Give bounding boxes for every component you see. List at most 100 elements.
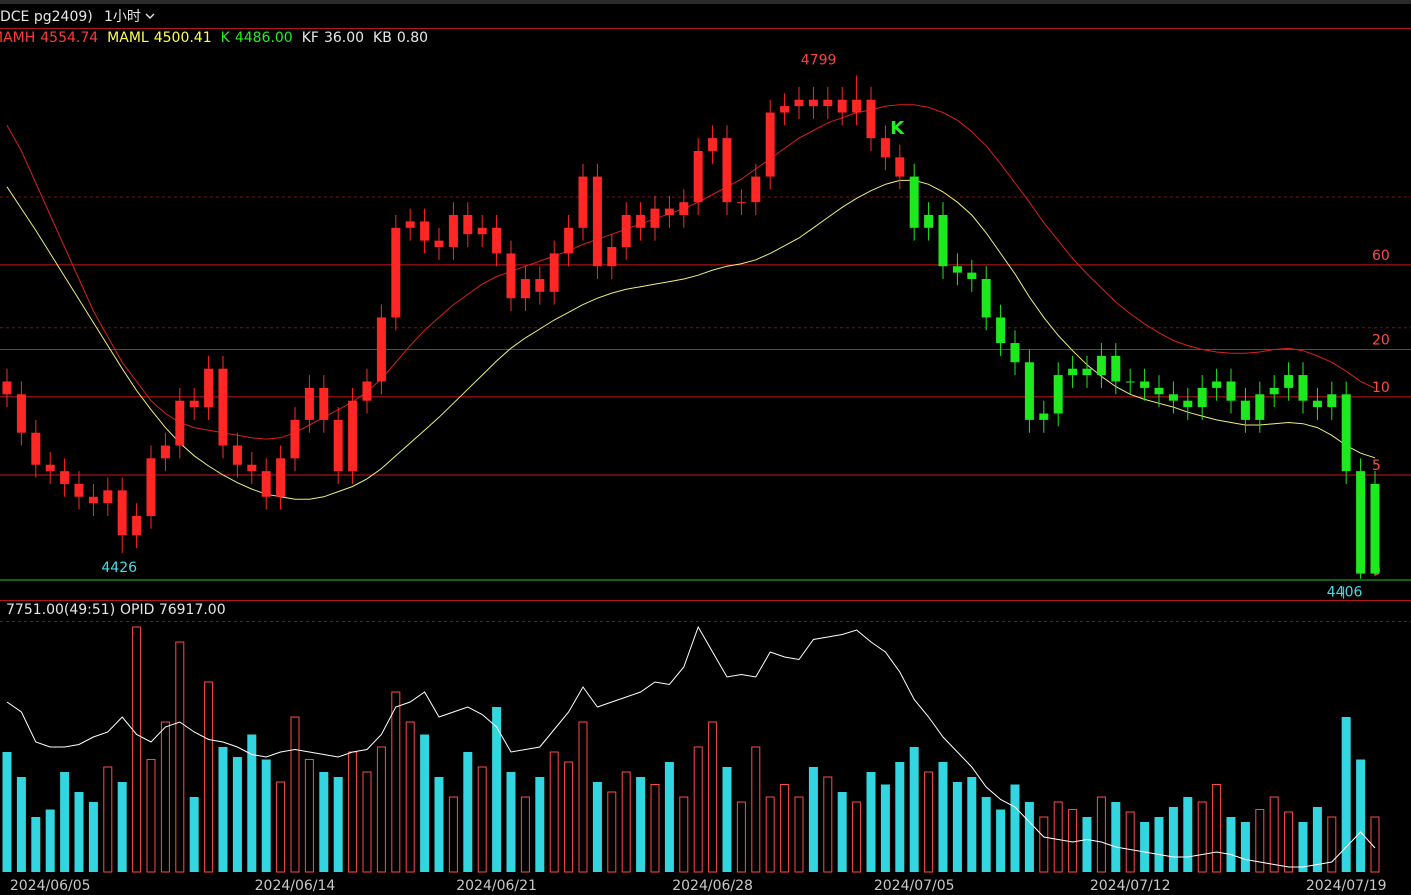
candle-body (650, 208, 660, 228)
candle-body (88, 496, 98, 504)
volume-bar (895, 762, 905, 872)
volume-bar (1255, 809, 1265, 873)
candle-body (333, 419, 343, 472)
candle-body (895, 157, 905, 177)
volume-bar (808, 767, 818, 872)
candle-body (592, 176, 602, 267)
volume-bar (405, 721, 415, 873)
candle-body (1039, 413, 1049, 420)
volume-bar (434, 777, 444, 872)
x-tick-label: 2024/07/05 (874, 878, 955, 894)
volume-bar (751, 746, 761, 873)
candle-body (175, 400, 185, 446)
candle-body (621, 214, 631, 248)
volume-bar (967, 777, 977, 872)
volume-bar (276, 781, 286, 873)
candle-body (391, 227, 401, 318)
volume-bar (938, 762, 948, 872)
volume-bar (45, 809, 55, 872)
volume-bar (448, 796, 458, 873)
volume-bar (333, 777, 343, 872)
volume-bar (564, 761, 574, 873)
moving-average-line (6, 104, 1376, 440)
volume-bar (1284, 811, 1294, 873)
candle-body (247, 464, 257, 472)
candle-body (1168, 394, 1178, 401)
x-tick-label: 2024/07/12 (1090, 878, 1171, 894)
volume-bar (1082, 817, 1092, 872)
volume-bar (636, 777, 646, 872)
volume-bar (319, 772, 329, 872)
period-dropdown-icon[interactable] (145, 13, 155, 19)
volume-bar (1240, 822, 1250, 872)
volume-bar (1111, 802, 1121, 872)
candle-body (693, 150, 703, 203)
volume-bar (952, 782, 962, 872)
volume-bar (1226, 817, 1236, 872)
volume-bar (1068, 809, 1078, 873)
candle-body (1226, 381, 1236, 401)
candle-body (1298, 375, 1308, 401)
candle-body (146, 458, 156, 516)
volume-bar (837, 792, 847, 872)
candle-body (866, 99, 876, 139)
volume-bar (2, 752, 12, 872)
volume-bar (117, 782, 127, 872)
candle-body (765, 112, 775, 177)
candle-body (1312, 400, 1322, 408)
volume-bar (477, 766, 487, 873)
candle-body (103, 490, 113, 504)
volume-bar (1356, 759, 1366, 872)
volume-bar (74, 792, 84, 872)
volume-bar (650, 784, 660, 873)
period[interactable]: 1小时 (104, 9, 141, 25)
candle-body (16, 394, 26, 433)
candle-body (823, 99, 833, 107)
volume-bar (679, 796, 689, 873)
volume-bar (794, 796, 804, 873)
candle-body (319, 387, 329, 420)
moving-average-line (6, 179, 1376, 500)
top-strip (0, 0, 1411, 4)
volume-bar (592, 782, 602, 872)
volume-bar (1312, 807, 1322, 872)
volume-bar (1024, 802, 1034, 872)
volume-bar (535, 777, 545, 872)
candle-body (1125, 381, 1135, 383)
candle-body (348, 400, 358, 472)
candle-body (1197, 387, 1207, 408)
volume-bar (520, 796, 530, 873)
volume-bar (204, 681, 214, 873)
candle-body (434, 240, 444, 248)
candle-body (708, 138, 718, 151)
volume-bar (1096, 796, 1106, 873)
symbol: DCE pg2409) (0, 9, 93, 25)
volume-bar (290, 716, 300, 873)
candle-body (607, 247, 617, 267)
candle-body (261, 471, 271, 497)
candle-body (1140, 381, 1150, 388)
volume-bar (1010, 784, 1020, 872)
volume-bar (1212, 784, 1222, 873)
candle-body (2, 381, 12, 395)
candle-body (376, 317, 386, 382)
candle-body (117, 490, 127, 536)
candle-body (304, 387, 314, 420)
volume-bar (16, 777, 26, 872)
level-label: 20 (1372, 332, 1390, 348)
volume-bar (1341, 717, 1351, 872)
volume-bar (1039, 816, 1049, 873)
level-label: 10 (1372, 380, 1390, 396)
candle-body (1370, 483, 1380, 574)
volume-bar (780, 784, 790, 873)
legend-text: MAMH (0, 30, 35, 46)
volume-bar (1168, 807, 1178, 872)
candle-body (276, 458, 286, 497)
legend-text: 4554.74 (40, 30, 98, 46)
candle-body (60, 471, 70, 484)
volume-bar (132, 626, 142, 873)
volume-bar (1370, 816, 1380, 873)
volume-bar (261, 759, 271, 872)
